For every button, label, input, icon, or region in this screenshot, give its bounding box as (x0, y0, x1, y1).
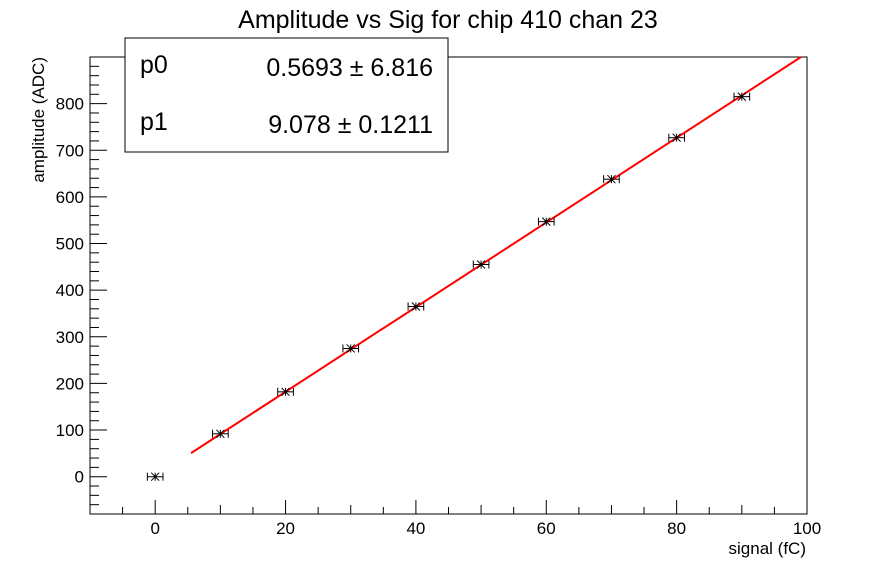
fit-layer (190, 56, 802, 454)
x-axis-ticks (89, 500, 808, 514)
y-axis-ticks (90, 56, 107, 515)
y-axis-label: amplitude (ADC) (29, 57, 48, 183)
fit-line (190, 56, 802, 454)
data-point (212, 429, 229, 439)
fit-stats-box: p0 0.5693 ± 6.816 p1 9.078 ± 0.1211 (124, 37, 449, 153)
x-axis-tick-labels: 0 20 40 60 80 100 (150, 519, 821, 538)
p1-name: p1 (140, 108, 168, 136)
x-tick-label: 40 (406, 519, 425, 538)
x-tick-label: 0 (150, 519, 159, 538)
data-point (277, 387, 294, 397)
stats-box-frame (124, 37, 449, 153)
data-point (472, 260, 490, 269)
data-point (537, 217, 555, 226)
x-tick-label: 80 (667, 519, 686, 538)
data-point (668, 133, 685, 143)
y-tick-label: 700 (56, 141, 84, 160)
data-points (146, 92, 751, 482)
star-marker (411, 302, 421, 311)
chart-title: Amplitude vs Sig for chip 410 chan 23 (238, 6, 658, 34)
x-tick-label: 60 (537, 519, 556, 538)
data-point (407, 302, 425, 311)
star-marker (607, 174, 616, 184)
y-tick-label: 200 (56, 374, 84, 393)
p1-value: 9.078 ± 0.1211 (268, 111, 433, 139)
star-marker (150, 472, 160, 482)
x-axis-label: signal (fC) (729, 539, 806, 558)
star-marker (737, 92, 747, 101)
data-point (603, 174, 620, 184)
y-axis-tick-labels: 0 100 200 300 400 500 600 700 800 (56, 95, 84, 487)
x-tick-label: 20 (276, 519, 295, 538)
star-marker (281, 387, 290, 397)
data-point (146, 472, 164, 482)
y-tick-label: 600 (56, 188, 84, 207)
y-tick-label: 100 (56, 421, 84, 440)
y-tick-label: 400 (56, 281, 84, 300)
y-tick-label: 0 (75, 468, 84, 487)
star-marker (541, 217, 551, 226)
p0-value: 0.5693 ± 6.816 (266, 54, 433, 82)
y-tick-label: 300 (56, 328, 84, 347)
data-point (733, 92, 751, 101)
y-tick-label: 500 (56, 235, 84, 254)
y-tick-label: 800 (56, 95, 84, 114)
star-marker (672, 133, 681, 143)
p0-name: p0 (140, 51, 168, 79)
star-marker (216, 429, 225, 439)
star-marker (476, 260, 486, 269)
x-tick-label: 100 (793, 519, 821, 538)
data-point (342, 344, 360, 353)
star-marker (346, 344, 356, 353)
